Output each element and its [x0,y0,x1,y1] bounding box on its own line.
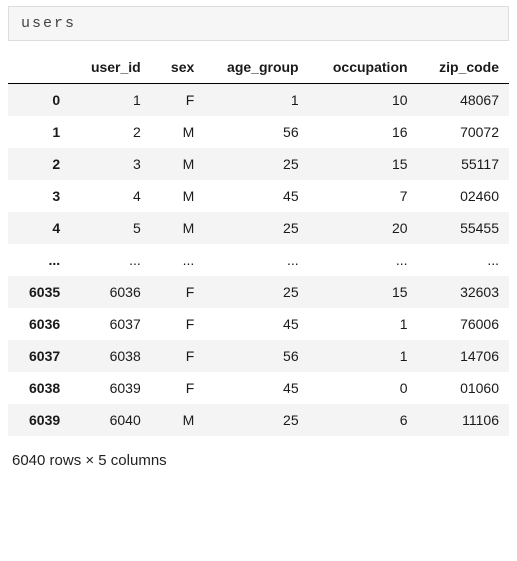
cell: ... [418,244,509,276]
cell: 7 [309,180,418,212]
table-row: 6039 6040 M 25 6 11106 [8,404,509,436]
index-header [8,51,70,84]
cell: 20 [309,212,418,244]
cell: 6036 [70,276,151,308]
table-row: 6037 6038 F 56 1 14706 [8,340,509,372]
cell: 14706 [418,340,509,372]
row-index: 6035 [8,276,70,308]
cell: 3 [70,148,151,180]
table-row-ellipsis: ... ... ... ... ... ... [8,244,509,276]
cell: M [151,404,205,436]
cell: 4 [70,180,151,212]
table-row: 6036 6037 F 45 1 76006 [8,308,509,340]
row-index: 3 [8,180,70,212]
table-row: 3 4 M 45 7 02460 [8,180,509,212]
cell: 25 [204,212,308,244]
row-index: 6036 [8,308,70,340]
cell: 55455 [418,212,509,244]
cell: M [151,148,205,180]
cell: 1 [70,84,151,117]
cell: 25 [204,148,308,180]
cell: 56 [204,340,308,372]
cell: 5 [70,212,151,244]
cell: M [151,180,205,212]
cell: 56 [204,116,308,148]
cell: ... [151,244,205,276]
cell: 2 [70,116,151,148]
table-row: 0 1 F 1 10 48067 [8,84,509,117]
cell: 45 [204,308,308,340]
variable-name-bar: users [8,6,509,41]
row-index: 4 [8,212,70,244]
cell: 1 [309,308,418,340]
row-index: ... [8,244,70,276]
cell: M [151,212,205,244]
cell: 6038 [70,340,151,372]
table-row: 2 3 M 25 15 55117 [8,148,509,180]
cell: 76006 [418,308,509,340]
row-index: 0 [8,84,70,117]
cell: 1 [204,84,308,117]
table-row: 6038 6039 F 45 0 01060 [8,372,509,404]
cell: 70072 [418,116,509,148]
cell: 15 [309,276,418,308]
cell: 16 [309,116,418,148]
cell: 6040 [70,404,151,436]
cell: 25 [204,404,308,436]
dataframe-output: users user_id sex age_group occupation z… [0,6,517,469]
cell: ... [70,244,151,276]
cell: F [151,308,205,340]
row-index: 2 [8,148,70,180]
cell: F [151,372,205,404]
cell: 02460 [418,180,509,212]
table-row: 4 5 M 25 20 55455 [8,212,509,244]
row-index: 1 [8,116,70,148]
cell: F [151,340,205,372]
row-index: 6037 [8,340,70,372]
col-header-occupation: occupation [309,51,418,84]
cell: 01060 [418,372,509,404]
row-index: 6039 [8,404,70,436]
table-row: 1 2 M 56 16 70072 [8,116,509,148]
cell: 11106 [418,404,509,436]
cell: ... [204,244,308,276]
col-header-age_group: age_group [204,51,308,84]
row-index: 6038 [8,372,70,404]
col-header-zip_code: zip_code [418,51,509,84]
cell: 6037 [70,308,151,340]
cell: 6039 [70,372,151,404]
cell: 45 [204,180,308,212]
dataframe-shape-text: 6040 rows × 5 columns [12,452,505,469]
cell: 6 [309,404,418,436]
cell: 10 [309,84,418,117]
cell: 45 [204,372,308,404]
cell: M [151,116,205,148]
cell: 25 [204,276,308,308]
cell: F [151,84,205,117]
cell: ... [309,244,418,276]
table-body: 0 1 F 1 10 48067 1 2 M 56 16 70072 2 3 M… [8,84,509,437]
table-header-row: user_id sex age_group occupation zip_cod… [8,51,509,84]
cell: 32603 [418,276,509,308]
cell: 55117 [418,148,509,180]
col-header-user_id: user_id [70,51,151,84]
cell: 0 [309,372,418,404]
dataframe-table: user_id sex age_group occupation zip_cod… [8,51,509,436]
col-header-sex: sex [151,51,205,84]
cell: 15 [309,148,418,180]
cell: 48067 [418,84,509,117]
cell: F [151,276,205,308]
table-row: 6035 6036 F 25 15 32603 [8,276,509,308]
cell: 1 [309,340,418,372]
table-header: user_id sex age_group occupation zip_cod… [8,51,509,84]
